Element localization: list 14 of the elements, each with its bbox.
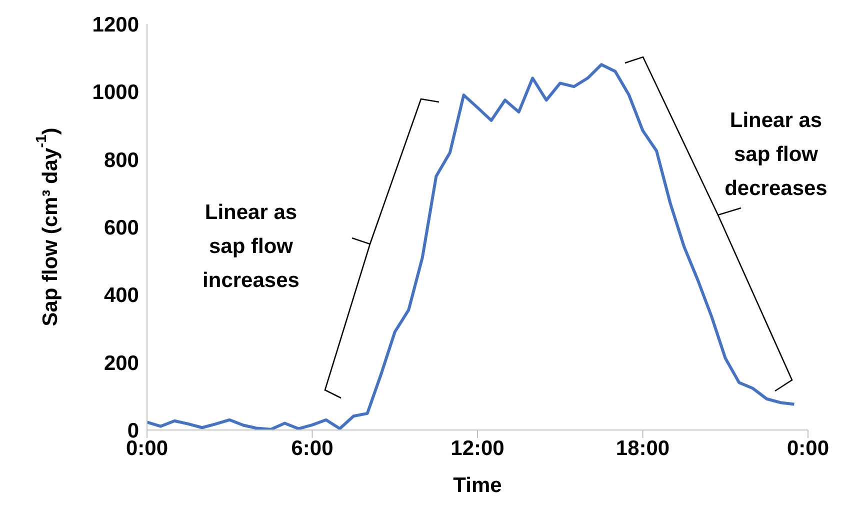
x-tick-label: 12:00 <box>450 436 504 460</box>
annotation: Linear as sap flow increases <box>202 200 300 294</box>
y-tick-label: 200 <box>104 352 139 375</box>
y-tick-label: 1200 <box>92 13 139 36</box>
x-tick-label: 6:00 <box>291 436 334 460</box>
y-tick-label: 800 <box>104 148 139 172</box>
annotation: Linear as sap flow decreases <box>724 108 828 202</box>
x-tick-label: 18:00 <box>616 436 670 460</box>
y-tick-label: 600 <box>104 216 139 240</box>
y-tick-label: 400 <box>104 284 139 308</box>
x-tick-label: 0:00 <box>786 436 830 460</box>
y-tick-label: 1000 <box>92 81 139 104</box>
x-axis-title: Time <box>453 474 502 497</box>
x-tick-label: 0:00 <box>126 436 168 460</box>
